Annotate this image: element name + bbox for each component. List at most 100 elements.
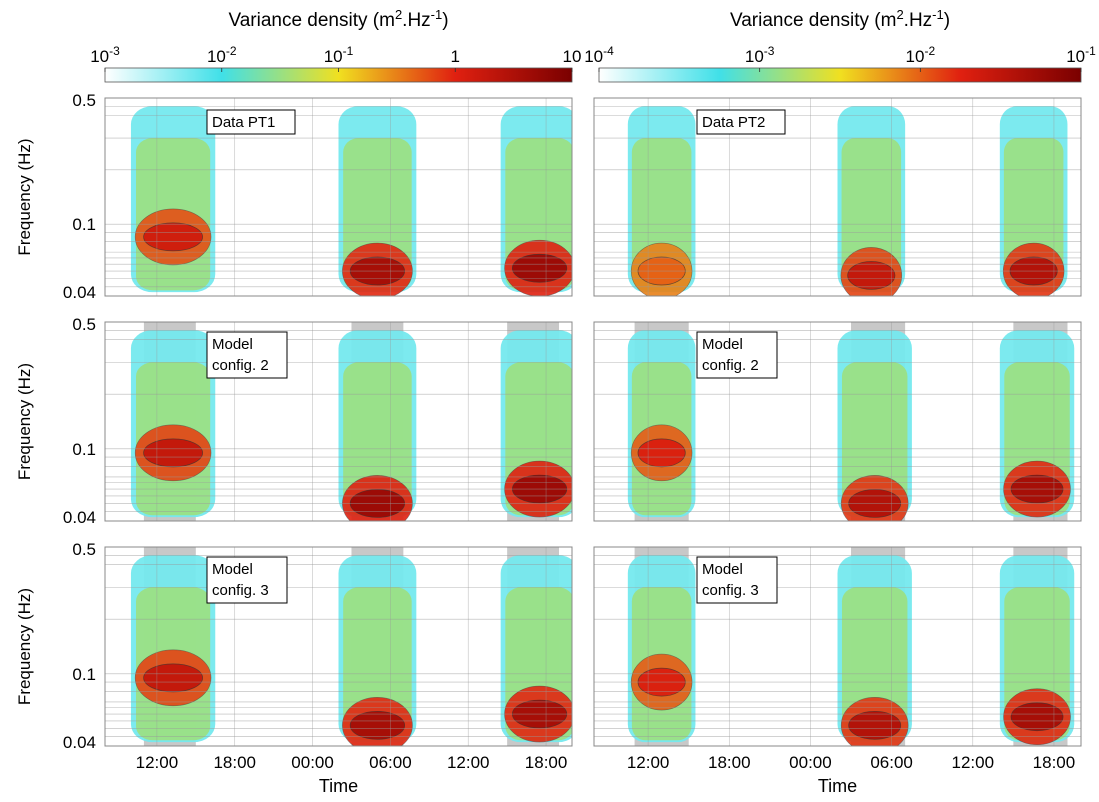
panel-label: config. 2 <box>702 357 759 374</box>
colorbar-left: Variance density (m2.Hz-1) 10-3 10-2 10-1 1 1… <box>90 7 582 83</box>
burst-2 <box>999 555 1075 746</box>
x-tick-label: 12:00 <box>447 753 490 772</box>
x-tick-label: 06:00 <box>369 753 412 772</box>
y-axis-label: Frequency (Hz) <box>15 588 34 705</box>
panel-label: Data PT1 <box>212 114 275 131</box>
burst-contour <box>637 438 686 468</box>
burst-contour <box>840 247 903 296</box>
burst-peak <box>637 438 686 467</box>
y-tick-label: 0.04 <box>63 733 96 752</box>
colorbar-tick-label: 10-3 <box>90 44 120 66</box>
colorbar-tick-label: 10-2 <box>207 44 237 66</box>
burst-contour <box>134 649 212 707</box>
burst-peak <box>848 711 901 740</box>
panel-label-box <box>206 109 296 135</box>
colorbar-gradient <box>598 67 1082 83</box>
panel-frame <box>593 546 1082 747</box>
x-tick-label: 18:00 <box>1033 753 1076 772</box>
panel-label: Model <box>212 336 253 353</box>
burst-peak <box>512 254 567 283</box>
x-tick-label: 12:00 <box>627 753 670 772</box>
x-axis-label: Time <box>818 776 857 796</box>
burst-contour <box>840 697 909 746</box>
panel-1-1: Model config. 2 <box>593 321 1082 522</box>
colorbar-tick-label: 10-4 <box>584 44 614 66</box>
burst-1 <box>338 106 417 296</box>
x-tick-label: 06:00 <box>870 753 913 772</box>
x-tick-label: 12:00 <box>952 753 995 772</box>
y-tick-label: 0.04 <box>63 508 96 527</box>
burst-1 <box>837 106 906 296</box>
burst-contour <box>143 222 203 252</box>
panel-label-box <box>696 556 778 604</box>
x-tick-label: 00:00 <box>789 753 832 772</box>
x-axis-label: Time <box>319 776 358 796</box>
y-tick-label: 0.1 <box>72 440 96 459</box>
y-tick-label: 0.1 <box>72 215 96 234</box>
panel-label: Model <box>702 336 743 353</box>
panel-label: config. 3 <box>212 582 269 599</box>
colorbar-title: Variance density (m2.Hz-1) <box>228 7 448 31</box>
panel-label-box <box>206 331 288 379</box>
panel-label: config. 3 <box>702 582 759 599</box>
panel-label: config. 2 <box>212 357 269 374</box>
x-tick-label: 18:00 <box>708 753 751 772</box>
burst-contour <box>143 663 203 693</box>
burst-0 <box>627 106 696 296</box>
burst-contour <box>504 239 572 296</box>
burst-contour <box>1003 688 1071 746</box>
panel-frame <box>104 97 573 297</box>
colorbar-tick-label: 10-3 <box>745 44 775 66</box>
burst-peak <box>143 663 203 692</box>
panel-1-0: Model config. 2 <box>104 321 573 522</box>
burst-peak <box>847 261 895 290</box>
burst-1 <box>338 555 417 746</box>
burst-peak <box>143 222 203 251</box>
burst-peak <box>350 711 405 740</box>
burst-2 <box>500 106 572 296</box>
y-tick-label: 0.5 <box>72 91 96 110</box>
burst-peak <box>143 438 203 467</box>
panel-label: Model <box>212 561 253 578</box>
panel-label: Model <box>702 561 743 578</box>
y-tick-label: 0.5 <box>72 315 96 334</box>
y-axis-label: Frequency (Hz) <box>15 138 34 255</box>
burst-contour <box>630 424 693 482</box>
axes-labels: 0.04 0.1 0.5 Frequency (Hz) 0.04 0.1 0.5 Freque… <box>15 91 1075 796</box>
y-axis-label: Frequency (Hz) <box>15 363 34 480</box>
colorbar-tick-label: 10 <box>563 47 582 66</box>
panel-2-0: Model config. 3 <box>104 546 573 747</box>
colorbars: Variance density (m2.Hz-1) 10-3 10-2 10-1 1 1… <box>90 7 1096 83</box>
panel-frame <box>104 321 573 522</box>
panel-0-1: Data PT2 <box>593 97 1082 297</box>
colorbar-tick-label: 10-1 <box>1066 44 1096 66</box>
x-tick-label: 00:00 <box>291 753 334 772</box>
burst-contour <box>847 261 896 290</box>
burst-contour <box>511 253 568 283</box>
burst-contour <box>1010 702 1064 732</box>
panel-label-box <box>206 556 288 604</box>
colorbar-tick-label: 10-1 <box>324 44 354 66</box>
panels: Data PT1 Data PT2 Model config. 2 Model confi… <box>104 97 1082 747</box>
burst-contour <box>342 697 413 746</box>
x-tick-label: 18:00 <box>213 753 256 772</box>
y-tick-label: 0.5 <box>72 540 96 559</box>
burst-contour <box>134 424 212 482</box>
y-tick-label: 0.1 <box>72 665 96 684</box>
panel-frame <box>104 546 573 747</box>
burst-1 <box>837 330 912 521</box>
panel-label-box <box>696 331 778 379</box>
panel-2-1: Model config. 3 <box>593 546 1082 747</box>
burst-contour <box>143 438 203 468</box>
panel-0-0: Data PT1 <box>104 97 573 297</box>
burst-1 <box>338 330 417 521</box>
panel-frame <box>593 321 1082 522</box>
x-tick-label: 12:00 <box>136 753 179 772</box>
y-tick-label: 0.04 <box>63 283 96 302</box>
burst-contour <box>848 710 902 740</box>
colorbar-tick-label: 10-2 <box>906 44 936 66</box>
panel-label: Data PT2 <box>702 114 765 131</box>
burst-2 <box>999 106 1068 296</box>
panel-label-box <box>696 109 786 135</box>
